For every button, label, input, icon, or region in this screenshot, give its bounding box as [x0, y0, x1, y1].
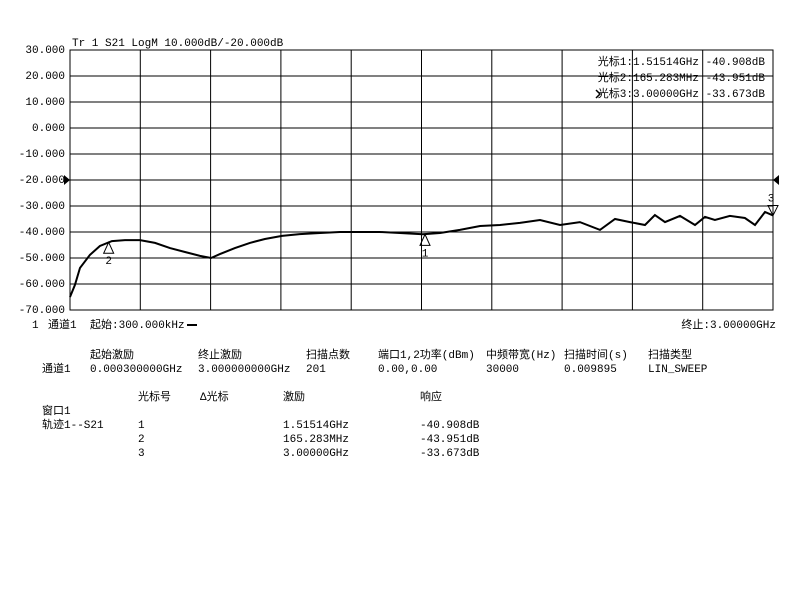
table-cell: -40.908dB [420, 420, 480, 432]
table-cell: 165.283MHz [283, 434, 349, 446]
table-header: 端口1,2功率(dBm) [378, 347, 475, 362]
reference-arrow-right [773, 175, 779, 185]
table-header: 激励 [283, 389, 305, 404]
marker-triangle [767, 205, 779, 217]
table-cell: 30000 [486, 364, 519, 376]
y-tick-label: 10.000 [25, 97, 65, 109]
channel-label: 通道1 [48, 317, 77, 332]
y-tick-label: -40.000 [19, 227, 65, 239]
reference-arrow-left [64, 175, 70, 185]
table-cell: LIN_SWEEP [648, 364, 708, 376]
row-label: 通道1 [42, 361, 71, 376]
table-header: 终止激励 [198, 347, 242, 362]
table-cell: 3 [138, 448, 145, 460]
y-tick-label: -50.000 [19, 253, 65, 265]
trace-header: Tr 1 S21 LogM 10.000dB/-20.000dB [72, 38, 284, 50]
table-cell: 0.00,0.00 [378, 364, 437, 376]
table-header: Δ光标 [200, 389, 229, 404]
marker-readout: 光标2:165.283MHz -43.951dB [598, 70, 766, 85]
table-cell: 0.000300000GHz [90, 364, 182, 376]
table-cell: 3.000000000GHz [198, 364, 290, 376]
trace [69, 210, 774, 298]
y-tick-label: -60.000 [19, 279, 65, 291]
table-header: 起始激励 [90, 347, 134, 362]
table-cell: 201 [306, 364, 326, 376]
marker-readout: 光标3:3.00000GHz -33.673dB [598, 86, 766, 101]
y-tick-label: 20.000 [25, 71, 65, 83]
marker-label: 1 [422, 248, 429, 260]
y-tick-label: -10.000 [19, 149, 65, 161]
stop-label: 终止:3.00000GHz [681, 317, 776, 332]
y-tick-label: -70.000 [19, 305, 65, 317]
y-tick-label: 0.000 [32, 123, 65, 135]
table-cell: 0.009895 [564, 364, 617, 376]
table-header: 响应 [420, 389, 442, 404]
table-cell: 1.51514GHz [283, 420, 349, 432]
table-header: 中频带宽(Hz) [486, 347, 556, 362]
table-cell: 1 [138, 420, 145, 432]
y-tick-label: -30.000 [19, 201, 65, 213]
channel-number: 1 [32, 320, 39, 332]
marker-label: 2 [105, 256, 112, 268]
table-cell: 3.00000GHz [283, 448, 349, 460]
table-cell: -33.673dB [420, 448, 480, 460]
marker-triangle [419, 233, 431, 246]
y-tick-label: 30.000 [25, 45, 65, 57]
table-header: 扫描类型 [648, 347, 692, 362]
start-label: 起始:300.000kHz [90, 317, 185, 332]
table-cell: 2 [138, 434, 145, 446]
window-label: 窗口1 [42, 403, 71, 418]
table-header: 扫描点数 [306, 347, 350, 362]
marker-triangle [102, 241, 115, 254]
active-marker-indicator [595, 89, 602, 99]
marker-label: 3 [768, 193, 775, 205]
trace-label: 轨迹1--S21 [42, 417, 104, 432]
table-header: 扫描时间(s) [564, 347, 628, 362]
table-header: 光标号 [138, 389, 171, 404]
marker-readout: 光标1:1.51514GHz -40.908dB [598, 54, 766, 69]
table-cell: -43.951dB [420, 434, 480, 446]
y-tick-label: -20.000 [19, 175, 65, 187]
